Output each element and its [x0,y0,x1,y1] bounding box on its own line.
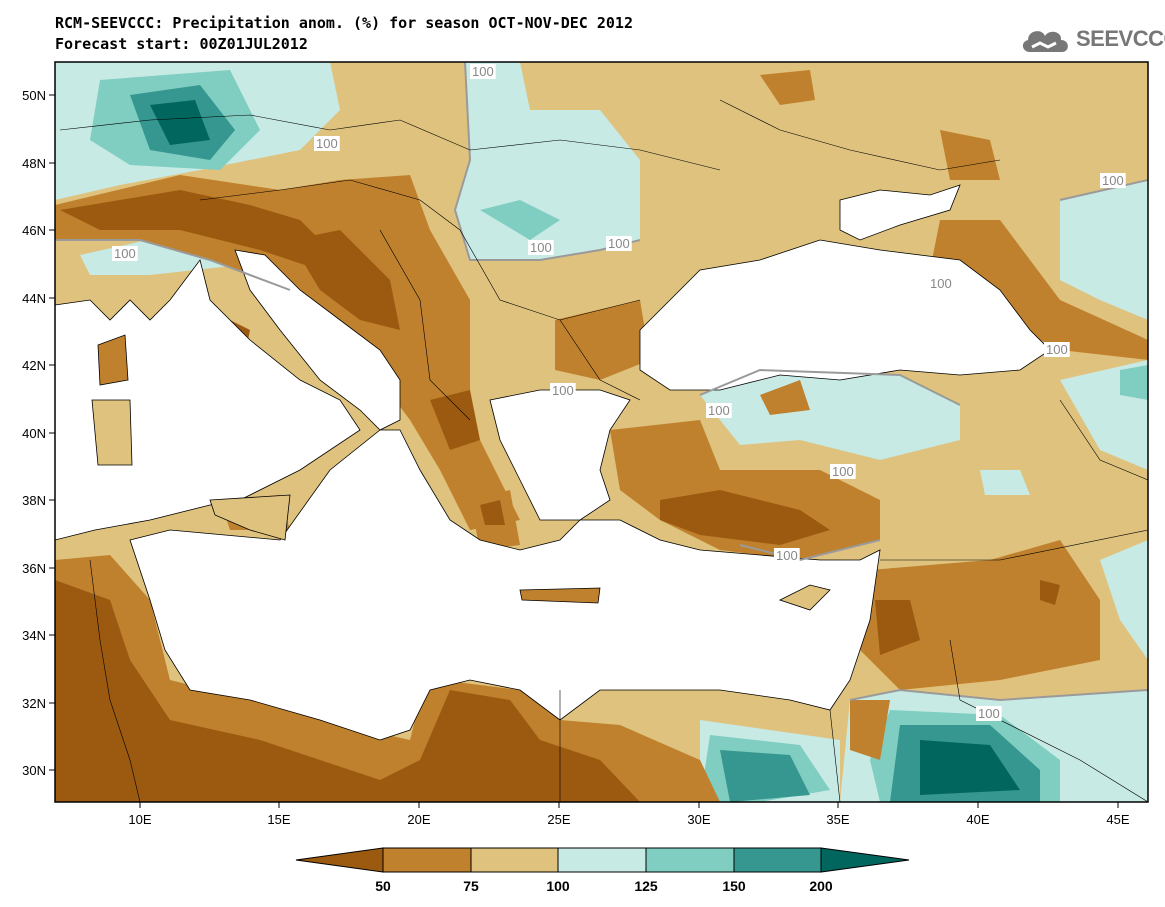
contour-label: 100 [114,246,136,261]
colorbar-label: 50 [375,878,391,894]
lat-label: 44N [22,291,46,306]
lat-label: 38N [22,493,46,508]
colorbar-label: 150 [722,878,746,894]
lon-label: 40E [966,812,989,827]
logo-text: SEEVCCC [1076,26,1165,51]
lon-label: 15E [267,812,290,827]
colorbar-150-200 [733,847,822,873]
contour-label-bg [1044,342,1070,357]
islands [91,334,831,611]
colorbar-label: 125 [634,878,658,894]
forecast-start: Forecast start: 00Z01JUL2012 [55,35,308,53]
lat-label: 42N [22,358,46,373]
field-gt200 [150,100,1020,795]
lon-label: 10E [128,812,151,827]
contour-label-bg [314,136,340,151]
borders [59,99,1148,802]
lon-label: 30E [687,812,710,827]
contour-label-bg [1100,173,1126,188]
lon-ticks [139,802,1119,808]
lon-label: 45E [1106,812,1129,827]
lat-label: 50N [22,88,46,103]
lon-label: 35E [826,812,849,827]
seevccc-logo: SEEVCCC [1018,22,1165,56]
lat-label: 32N [22,696,46,711]
contour-label-bg [112,246,138,261]
colorbar-gt200 [820,847,910,873]
contour-label: 100 [930,276,952,291]
map-frame [54,61,1149,803]
contours [55,62,1148,702]
contour-label: 100 [316,136,338,151]
lat-label: 30N [22,763,46,778]
map-fields [55,62,1148,802]
contour-label: 100 [978,706,1000,721]
contour-label: 100 [472,64,494,79]
field-lt50 [55,190,1060,802]
colorbar-50-75 [382,847,472,873]
lat-label: 34N [22,628,46,643]
contour-label-bg [606,236,632,251]
colorbar-labels: 50 75 100 125 150 200 [375,878,833,894]
contour-label-bg [774,548,800,563]
lon-label: 20E [407,812,430,827]
contour-label-bg [976,706,1002,721]
lon-labels: 10E 15E 20E 25E 30E 35E 40E 45E [128,812,1129,827]
contour-label: 100 [776,548,798,563]
cloud-icon [1022,31,1068,52]
chart-title: RCM-SEEVCCC: Precipitation anom. (%) for… [55,14,633,32]
lat-label: 48N [22,156,46,171]
colorbar-lt50 [295,847,384,873]
lat-label: 46N [22,223,46,238]
contour-label-bg [928,276,954,291]
colorbar-label: 200 [809,878,833,894]
contour-label-bg [706,403,732,418]
contour-label-bg [470,64,496,79]
contour-label: 100 [552,383,574,398]
contour-labels: 100 100 100 100 100 100 100 100 100 100 … [112,64,1126,721]
lat-labels: 50N 48N 46N 44N 42N 40N 38N 36N 34N 32N … [22,88,46,778]
contour-label: 100 [708,403,730,418]
contour-label: 100 [1046,342,1068,357]
colorbar [295,847,910,873]
contour-label: 100 [530,240,552,255]
colorbar-label: 75 [463,878,479,894]
contour-label: 100 [608,236,630,251]
contour-label-bg [528,240,554,255]
lat-label: 40N [22,426,46,441]
lat-ticks [49,94,55,771]
colorbar-label: 100 [546,878,570,894]
lon-label: 25E [547,812,570,827]
contour-label: 100 [1102,173,1124,188]
lat-label: 36N [22,561,46,576]
sea [55,184,1051,741]
colorbar-125-150 [645,847,735,873]
colorbar-100-125 [557,847,647,873]
colorbar-75-100 [470,847,559,873]
contour-label-bg [830,464,856,479]
contour-label-bg [550,383,576,398]
contour-label: 100 [832,464,854,479]
